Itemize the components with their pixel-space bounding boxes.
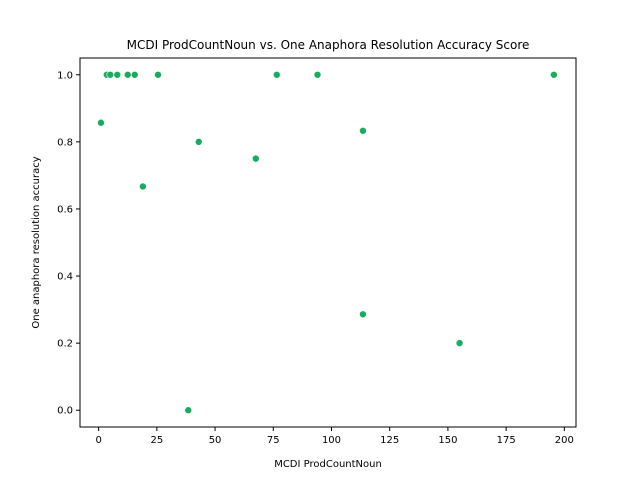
y-tick-label: 0.0 (57, 406, 73, 417)
plot-area (79, 57, 577, 428)
data-point (194, 138, 203, 146)
x-axis: 0 25 50 75 100 125 150 175 200 (95, 427, 574, 446)
data-point (184, 406, 193, 415)
data-point (252, 154, 260, 163)
x-tick-label: 50 (209, 435, 222, 446)
x-tick-label: 125 (380, 435, 399, 446)
data-point (550, 70, 558, 79)
data-point (97, 118, 105, 127)
data-point (359, 310, 367, 319)
x-tick-label: 150 (438, 435, 457, 446)
x-tick-label: 175 (497, 435, 516, 446)
data-point (139, 182, 147, 191)
x-axis-label: MCDI ProdCountNoun (274, 459, 382, 470)
data-point (130, 70, 139, 79)
y-tick-label: 1.0 (57, 70, 73, 81)
data-point (359, 126, 367, 135)
data-point (455, 339, 464, 347)
y-tick-label: 0.4 (57, 272, 73, 283)
x-tick-label: 25 (150, 435, 163, 446)
data-point (113, 70, 122, 79)
chart-title: MCDI ProdCountNoun vs. One Anaphora Reso… (127, 38, 530, 52)
data-points (97, 70, 558, 415)
data-point (123, 70, 132, 79)
data-point (154, 70, 162, 79)
x-tick-label: 0 (95, 435, 101, 446)
y-tick-label: 0.8 (57, 137, 73, 148)
x-tick-label: 100 (322, 435, 341, 446)
x-tick-label: 75 (267, 435, 280, 446)
data-point (272, 70, 281, 79)
y-tick-label: 0.6 (57, 204, 73, 215)
y-axis: 0.0 0.2 0.4 0.6 0.8 1.0 (57, 70, 80, 417)
y-tick-label: 0.2 (57, 339, 73, 350)
x-tick-label: 200 (555, 435, 574, 446)
y-axis-label: One anaphora resolution accuracy (31, 156, 42, 328)
data-point (313, 70, 322, 79)
data-point (106, 70, 115, 79)
